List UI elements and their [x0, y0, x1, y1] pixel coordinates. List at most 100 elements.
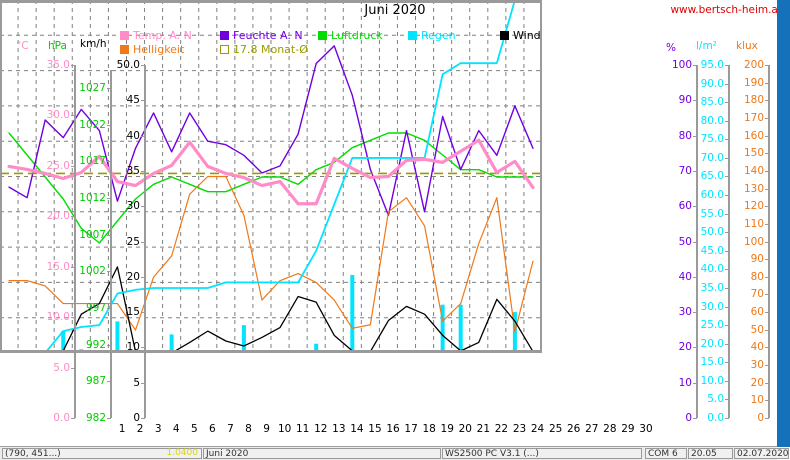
- tick-mark: [725, 102, 729, 104]
- tick-humidity: 0: [685, 412, 692, 424]
- tick-humidity: 80: [678, 129, 692, 142]
- series-line-regen: [8, 0, 534, 353]
- axis-spine-rain: [728, 65, 730, 418]
- statusbar-cell: (790, 451...): [2, 448, 202, 459]
- series-line-helligkeit: [8, 175, 534, 333]
- site-url-link[interactable]: www.bertsch-heim.at: [670, 4, 782, 16]
- axis-spine-temperature: [74, 65, 76, 418]
- day-label: 22: [494, 423, 509, 435]
- day-label: 28: [603, 423, 617, 435]
- day-label: 18: [422, 423, 436, 435]
- tick-mark: [107, 124, 111, 126]
- status-bar: (790, 451...) 1.0400 Juni 2020 WS2500 PC V3…: [0, 446, 789, 460]
- tick-mark: [693, 100, 697, 102]
- tick-pressure: 1002: [79, 265, 106, 278]
- tick-pressure: 987: [85, 375, 106, 388]
- tick-wind: 40: [126, 129, 140, 142]
- day-label: 7: [227, 423, 234, 435]
- tick-mark: [725, 195, 729, 197]
- tick-mark: [765, 188, 769, 190]
- tick-mark: [693, 206, 697, 208]
- axis-spine-humidity: [696, 65, 698, 418]
- tick-mark: [725, 176, 729, 178]
- axis-spine-brightness: [768, 65, 770, 418]
- tick-pressure: 997: [85, 302, 106, 314]
- chart-plot-area[interactable]: [0, 0, 542, 353]
- tick-rain: 75.0: [700, 133, 724, 146]
- tick-brightness: 70: [750, 288, 764, 301]
- tick-brightness: 0: [757, 412, 764, 424]
- tick-mark: [765, 100, 769, 102]
- vertical-scrollbar[interactable]: [777, 0, 790, 447]
- tick-mark: [141, 418, 145, 419]
- legend-item-wind[interactable]: Wind: [500, 30, 541, 42]
- day-label: 27: [585, 423, 599, 435]
- tick-rain: 45.0: [700, 244, 724, 257]
- tick-wind: 25: [126, 235, 140, 248]
- tick-brightness: 60: [750, 306, 764, 319]
- tick-rain: 0.0: [707, 412, 724, 424]
- tick-mark: [725, 380, 729, 382]
- tick-mark: [725, 269, 729, 271]
- tick-mark: [765, 347, 769, 349]
- tick-humidity: 70: [678, 164, 692, 177]
- tick-mark: [765, 312, 769, 314]
- legend-item-feuchte-a-n[interactable]: Feuchte A. N: [220, 30, 303, 42]
- day-label: 4: [172, 423, 180, 435]
- day-label: 11: [296, 423, 310, 435]
- tick-rain: 5.0: [707, 393, 724, 406]
- tick-mark: [71, 418, 75, 419]
- tick-mark: [141, 65, 145, 66]
- legend-label: Feuchte A. N: [233, 29, 303, 42]
- tick-mark: [765, 206, 769, 208]
- tick-mark: [141, 100, 145, 102]
- tick-mark: [765, 65, 769, 66]
- tick-mark: [141, 241, 145, 243]
- tick-mark: [725, 418, 729, 419]
- day-label: 6: [209, 423, 216, 435]
- legend-item-regen[interactable]: Regen: [408, 30, 456, 42]
- tick-mark: [765, 382, 769, 384]
- tick-humidity: 100: [671, 59, 692, 71]
- legend-item-17-8-monat[interactable]: 17.8 Monat-Ø: [220, 44, 308, 56]
- tick-mark: [765, 170, 769, 172]
- tick-mark: [725, 362, 729, 364]
- tick-brightness: 200: [743, 59, 764, 71]
- tick-mark: [765, 153, 769, 155]
- tick-pressure: 1007: [79, 228, 106, 241]
- tick-mark: [725, 120, 729, 122]
- tick-brightness: 130: [743, 182, 764, 195]
- tick-mark: [725, 399, 729, 401]
- tick-mark: [765, 223, 769, 225]
- tick-mark: [725, 213, 729, 215]
- tick-pressure: 1027: [79, 82, 106, 94]
- legend-item-temp-a-n[interactable]: Temp. A. N: [120, 30, 192, 42]
- legend-item-helligkeit[interactable]: Helligkeit: [120, 44, 184, 56]
- tick-brightness: 50: [750, 323, 764, 336]
- tick-mark: [107, 381, 111, 383]
- day-label: 2: [136, 423, 144, 435]
- rain-bar: [314, 343, 319, 353]
- tick-temperature: 25.0: [46, 159, 70, 172]
- tick-brightness: 120: [743, 200, 764, 213]
- tick-mark: [725, 139, 729, 141]
- tick-wind: 15: [126, 306, 140, 319]
- day-label: 10: [277, 423, 292, 435]
- tick-wind: 45: [126, 94, 140, 107]
- tick-mark: [141, 276, 145, 278]
- tick-mark: [765, 82, 769, 84]
- tick-pressure: 1012: [79, 192, 106, 204]
- tick-pressure: 982: [85, 412, 106, 424]
- legend-swatch-icon: [318, 31, 327, 40]
- chart-svg: [0, 0, 542, 353]
- tick-wind: 5: [133, 376, 140, 389]
- tick-mark: [107, 344, 111, 346]
- day-label: 16: [386, 423, 400, 435]
- legend-label: Luftdruck: [331, 29, 383, 42]
- tick-mark: [765, 365, 769, 367]
- legend-item-luftdruck[interactable]: Luftdruck: [318, 30, 383, 42]
- legend-label: Helligkeit: [133, 43, 185, 56]
- rain-bar: [61, 331, 66, 353]
- tick-mark: [71, 65, 75, 66]
- day-label: 20: [458, 423, 472, 435]
